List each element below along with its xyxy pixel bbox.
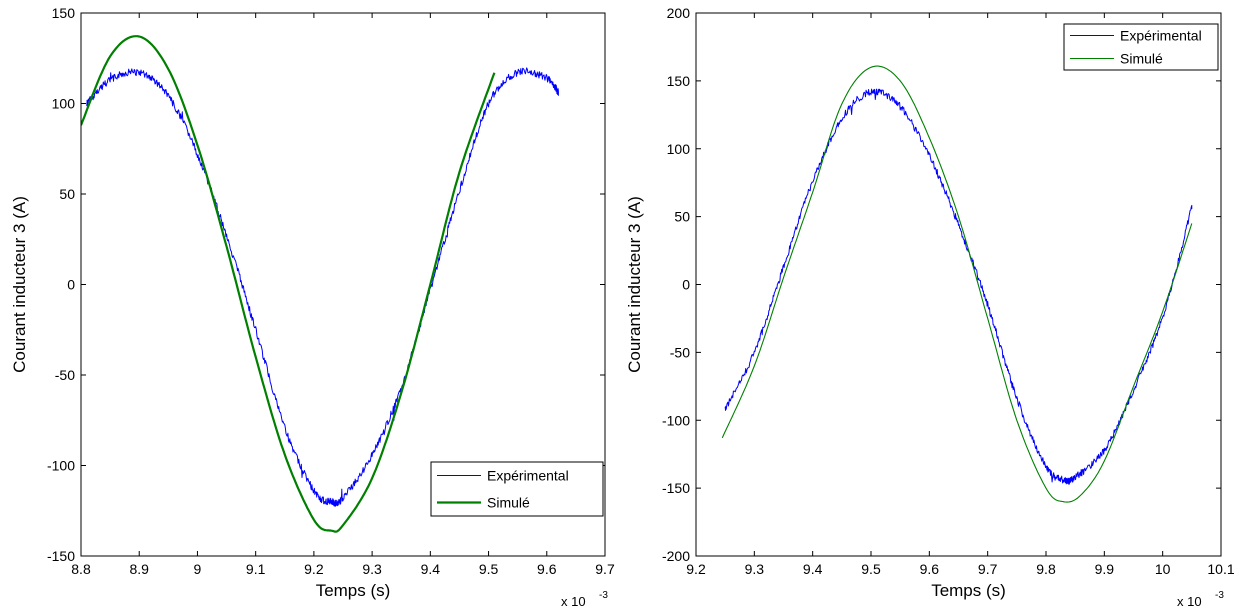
y-tick-label: 50 xyxy=(674,209,690,225)
legend-box xyxy=(1063,23,1219,71)
x-multiplier-exponent: -3 xyxy=(599,590,608,601)
y-tick-label: 100 xyxy=(667,141,691,157)
y-tick-label: -100 xyxy=(662,412,690,428)
legend-label: Expérimental xyxy=(1120,28,1202,44)
legend: Expérimental Simulé xyxy=(430,461,604,517)
x-tick-label: 10 xyxy=(1155,561,1171,577)
x-tick-label: 9.2 xyxy=(686,561,706,577)
y-tick-label: 50 xyxy=(59,186,75,202)
x-tick-label: 9.6 xyxy=(920,561,940,577)
legend-label: Expérimental xyxy=(487,468,569,484)
series-line-experimental xyxy=(724,88,1193,485)
y-tick-label: -150 xyxy=(662,480,690,496)
y-tick-label: 100 xyxy=(52,96,76,112)
y-tick-label: -200 xyxy=(662,548,690,564)
y-tick-label: -50 xyxy=(55,367,75,383)
x-tick-label: 9.4 xyxy=(421,561,441,577)
y-tick-label: 200 xyxy=(667,5,691,21)
chart-right: 9.2 9.3 9.4 9.5 9.6 9.7 9.8 9.9 10 10.1 -200 -150 -1… xyxy=(625,5,1235,609)
x-tick-label: 9.6 xyxy=(537,561,557,577)
y-tick-label: 150 xyxy=(667,73,691,89)
legend-label: Simulé xyxy=(487,495,530,511)
legend: Expérimental Simulé xyxy=(1063,23,1219,71)
x-tick-label: 9.1 xyxy=(246,561,266,577)
x-tick-label: 8.8 xyxy=(71,561,91,577)
x-tick-label: 9.9 xyxy=(1095,561,1115,577)
x-axis-label: Temps (s) xyxy=(931,581,1006,600)
x-tick-label: 10.1 xyxy=(1207,561,1234,577)
y-tick-label: 150 xyxy=(52,5,76,21)
legend-box xyxy=(430,461,604,517)
y-tick-label: 0 xyxy=(682,277,690,293)
x-tick-label: 9 xyxy=(194,561,202,577)
x-tick-label: 9.5 xyxy=(861,561,881,577)
x-multiplier-exponent: -3 xyxy=(1215,590,1224,601)
y-axis-label: Courant inducteur 3 (A) xyxy=(10,196,29,373)
y-tick-label: -100 xyxy=(47,458,75,474)
y-tick-label: -150 xyxy=(47,548,75,564)
y-tick-label: 0 xyxy=(67,277,75,293)
x-multiplier: x 10 xyxy=(1177,594,1202,609)
x-tick-label: 9.8 xyxy=(1036,561,1056,577)
plot-area xyxy=(696,13,1221,556)
x-multiplier: x 10 xyxy=(561,594,586,609)
x-tick-label: 9.2 xyxy=(304,561,324,577)
series-line-experimental xyxy=(86,67,559,507)
x-tick-label: 9.3 xyxy=(745,561,765,577)
series-line-simulated xyxy=(81,35,496,533)
x-tick-label: 8.9 xyxy=(129,561,149,577)
x-tick-label: 9.3 xyxy=(362,561,382,577)
x-tick-label: 9.5 xyxy=(479,561,499,577)
legend-label: Simulé xyxy=(1120,51,1163,67)
series-line-simulated xyxy=(721,65,1193,503)
x-axis-label: Temps (s) xyxy=(316,581,391,600)
y-axis-label: Courant inducteur 3 (A) xyxy=(625,196,644,373)
chart-left: 8.8 8.9 9 9.1 9.2 9.3 9.4 9.5 9.6 9.7 -150 -100 -50 0… xyxy=(10,5,615,609)
x-tick-label: 9.7 xyxy=(595,561,615,577)
x-tick-label: 9.7 xyxy=(978,561,998,577)
x-tick-label: 9.4 xyxy=(803,561,823,577)
y-tick-label: -50 xyxy=(670,344,690,360)
